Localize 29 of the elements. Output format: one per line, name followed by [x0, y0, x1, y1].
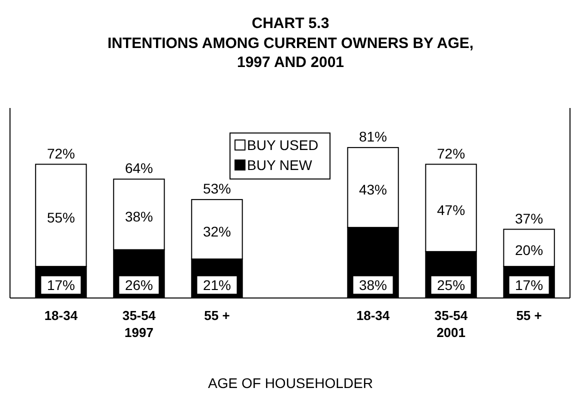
- x-tick-label: 55 +: [516, 308, 542, 323]
- data-label: 17%: [515, 277, 544, 293]
- data-label: 21%: [202, 277, 231, 293]
- data-label: 17%: [46, 277, 75, 293]
- data-label: 38%: [359, 277, 388, 293]
- legend-label: BUY NEW: [247, 157, 313, 173]
- total-label: 72%: [437, 145, 466, 162]
- total-label: 53%: [202, 180, 231, 197]
- chart-title: CHART 5.3: [252, 15, 330, 32]
- total-label: 72%: [46, 145, 75, 162]
- x-tick-label: 55 +: [204, 308, 230, 323]
- data-label: 26%: [124, 277, 153, 293]
- x-tick-label: 18-34: [356, 308, 390, 323]
- total-label: 81%: [359, 128, 388, 145]
- data-label: 55%: [46, 209, 75, 226]
- data-label: 20%: [515, 242, 544, 258]
- data-label: 38%: [124, 208, 153, 224]
- legend-label: BUY USED: [247, 137, 318, 153]
- x-tick-label: 35-54 1997: [122, 308, 156, 340]
- x-tick-label: 18-34: [44, 308, 78, 323]
- data-label: 32%: [202, 223, 231, 240]
- chart-subtitle: INTENTIONS AMONG CURRENT OWNERS BY AGE, 1997 AND 2001: [107, 35, 474, 71]
- x-tick-label: 35-54 2001: [434, 308, 468, 340]
- total-label: 64%: [124, 160, 153, 176]
- x-axis-title: AGE OF HOUSEHOLDER: [208, 375, 373, 391]
- data-label: 25%: [437, 277, 466, 293]
- total-label: 37%: [515, 210, 544, 226]
- data-label: 43%: [359, 181, 388, 198]
- data-label: 47%: [437, 202, 466, 218]
